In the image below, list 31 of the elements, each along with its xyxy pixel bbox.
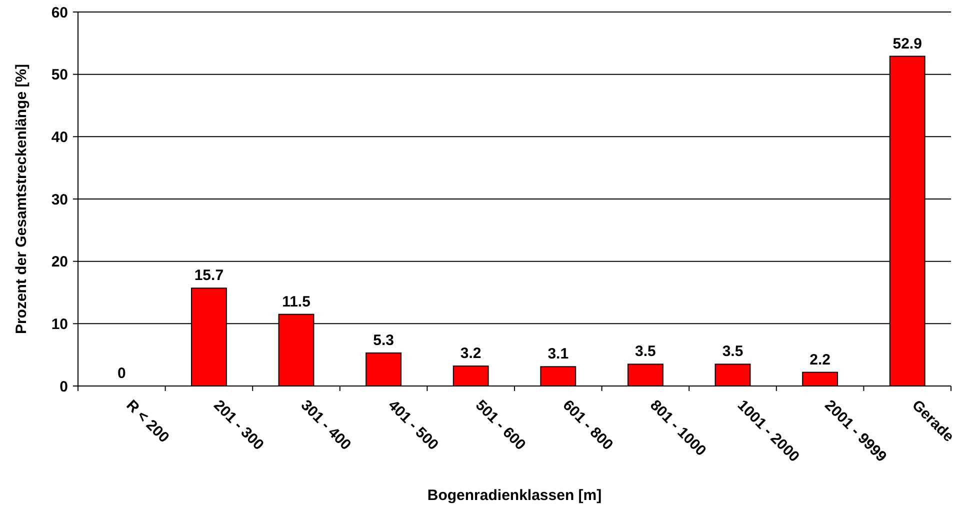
- data-label: 3.5: [635, 343, 656, 360]
- bar: [540, 366, 576, 386]
- x-tick-label: R < 200: [122, 396, 172, 446]
- y-tick-label: 60: [51, 4, 68, 22]
- data-label: 5.3: [373, 332, 394, 349]
- data-label: 15.7: [194, 267, 224, 284]
- bar: [714, 364, 751, 386]
- x-tick-label: 301 - 400: [297, 396, 354, 454]
- y-axis-title: Prozent der Gesamtstreckenlänge [%]: [13, 64, 30, 334]
- data-label: 3.1: [548, 346, 569, 363]
- bar: [452, 366, 489, 386]
- data-label: 2.2: [810, 351, 830, 368]
- bar: [802, 372, 838, 386]
- y-tick-label: 10: [51, 316, 68, 333]
- x-tick-label: 401 - 500: [384, 396, 442, 454]
- data-label: 52.9: [892, 35, 922, 52]
- y-tick-label: 0: [60, 378, 68, 396]
- bar: [627, 364, 664, 386]
- x-axis-title: Bogenradienklassen [m]: [427, 487, 602, 504]
- bar: [366, 352, 402, 386]
- data-label: 3.2: [460, 345, 482, 362]
- y-tick-label: 40: [51, 128, 68, 146]
- data-label: 11.5: [282, 293, 310, 310]
- data-label: 3.5: [722, 343, 744, 360]
- x-tick-label: 501 - 600: [472, 396, 529, 454]
- x-tick-label: 201 - 300: [210, 396, 267, 454]
- y-tick-label: 50: [51, 66, 68, 84]
- y-tick-label: 20: [51, 254, 68, 271]
- y-tick-label: 30: [51, 191, 68, 208]
- data-label: 0: [117, 365, 126, 382]
- x-tick-label: 601 - 800: [559, 396, 616, 454]
